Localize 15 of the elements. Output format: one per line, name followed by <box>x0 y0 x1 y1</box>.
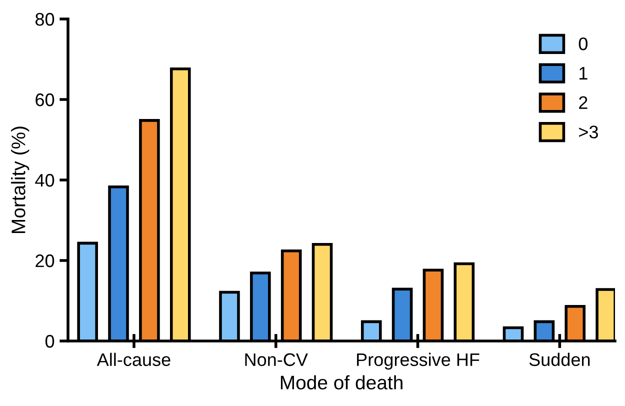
legend-label: >3 <box>579 126 598 138</box>
legend-label: 0 <box>578 37 588 50</box>
x-tick-label: Non-CV <box>245 353 308 366</box>
x-tick-label: Progressive HF <box>357 352 480 370</box>
y-tick-label: 80 <box>36 12 54 26</box>
y-tick-label: 20 <box>36 254 54 268</box>
x-tick-label: Sudden <box>529 352 590 366</box>
x-axis-title: Mode of death <box>280 375 402 390</box>
legend-label: 2 <box>579 96 588 109</box>
legend-label: 1 <box>580 67 588 80</box>
y-tick-label: 60 <box>36 93 54 106</box>
x-tick-label: All-cause <box>96 352 170 366</box>
y-tick-label: 0 <box>45 334 54 348</box>
y-tick-label: 40 <box>35 174 54 187</box>
y-axis-title: Mortality (%) <box>11 126 30 233</box>
